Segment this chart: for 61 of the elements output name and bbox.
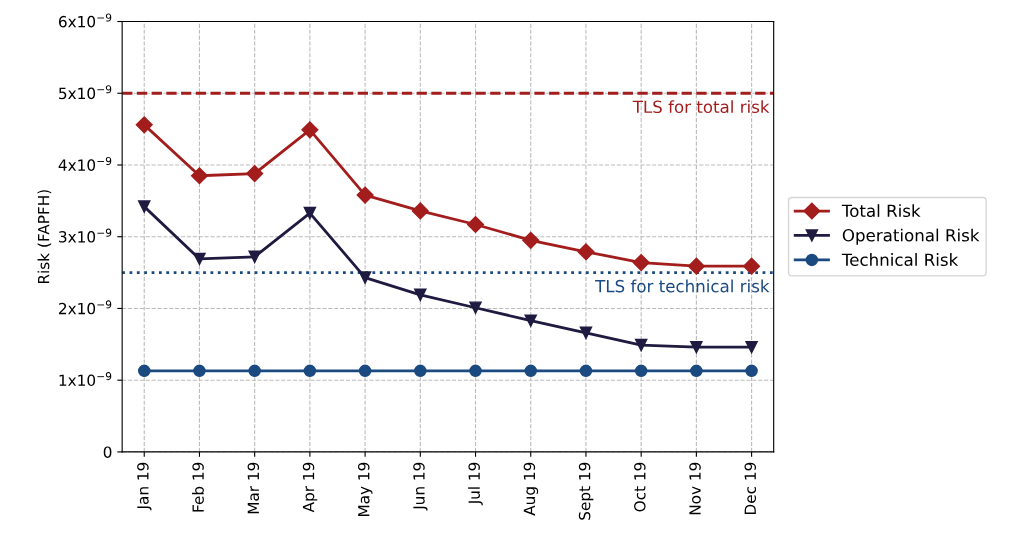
point bbox=[634, 364, 648, 378]
point bbox=[414, 288, 427, 302]
point bbox=[745, 364, 758, 378]
y-axis-title: Risk (FAPFH) bbox=[37, 190, 52, 284]
point bbox=[522, 231, 540, 249]
point bbox=[303, 364, 317, 378]
x-tick-label: Jun 19 bbox=[413, 462, 428, 511]
x-tick-label: Mar 19 bbox=[247, 462, 260, 514]
point bbox=[634, 338, 648, 352]
x-tick-label: Feb 19 bbox=[192, 462, 204, 512]
x-tick-label: Aug 19 bbox=[523, 462, 539, 516]
point bbox=[524, 314, 537, 327]
legend-label: Technical Risk bbox=[841, 253, 959, 267]
point bbox=[135, 116, 153, 134]
ref-line-label: TLS for technical risk bbox=[595, 279, 770, 293]
point bbox=[743, 257, 761, 275]
point bbox=[469, 364, 482, 378]
y-tick-label: 5x10$^{−9}$ bbox=[59, 85, 112, 100]
ref-line-label: TLS for total risk bbox=[632, 100, 770, 114]
legend-label: Total Risk bbox=[841, 204, 921, 218]
point bbox=[190, 167, 209, 185]
y-tick-label: 3x10$^{−9}$ bbox=[59, 228, 112, 243]
x-tick-label: Nov 19 bbox=[689, 462, 701, 515]
y-tick-label: 6x10$^{−9}$ bbox=[58, 13, 112, 28]
x-tick-label: May 19 bbox=[357, 462, 373, 517]
point bbox=[466, 215, 485, 234]
point bbox=[248, 364, 261, 378]
point bbox=[303, 206, 317, 220]
point bbox=[193, 252, 206, 266]
x-tick-label: Dec 19 bbox=[744, 462, 757, 514]
point bbox=[577, 243, 595, 261]
point bbox=[414, 364, 427, 378]
point bbox=[358, 271, 372, 284]
x-tick-label: Apr 19 bbox=[302, 462, 318, 513]
point bbox=[246, 165, 264, 183]
point bbox=[579, 326, 593, 340]
point bbox=[469, 301, 482, 314]
point bbox=[193, 364, 206, 378]
point bbox=[690, 340, 703, 354]
y-tick-label: 4x10$^{−9}$ bbox=[58, 156, 112, 171]
point bbox=[579, 364, 593, 378]
point bbox=[690, 364, 703, 378]
point bbox=[687, 257, 705, 275]
point bbox=[356, 186, 374, 204]
x-tick-label: Sept 19 bbox=[578, 462, 594, 520]
point bbox=[745, 340, 758, 354]
x-tick-label: Oct 19 bbox=[634, 462, 646, 512]
x-tick-label: Jul 19 bbox=[468, 462, 483, 506]
y-tick-label: 0 bbox=[103, 446, 112, 458]
y-tick-label: 2x10$^{−9}$ bbox=[59, 300, 112, 315]
y-tick-label: 1x10$^{−9}$ bbox=[59, 372, 112, 387]
legend-label: Operational Risk bbox=[842, 228, 980, 245]
point bbox=[632, 253, 650, 272]
point bbox=[411, 202, 429, 220]
point bbox=[301, 121, 319, 139]
x-tick-label: Jan 19 bbox=[137, 462, 152, 511]
point bbox=[137, 200, 151, 213]
point bbox=[358, 364, 372, 378]
point bbox=[248, 250, 261, 264]
point bbox=[524, 364, 537, 378]
point bbox=[137, 364, 151, 378]
